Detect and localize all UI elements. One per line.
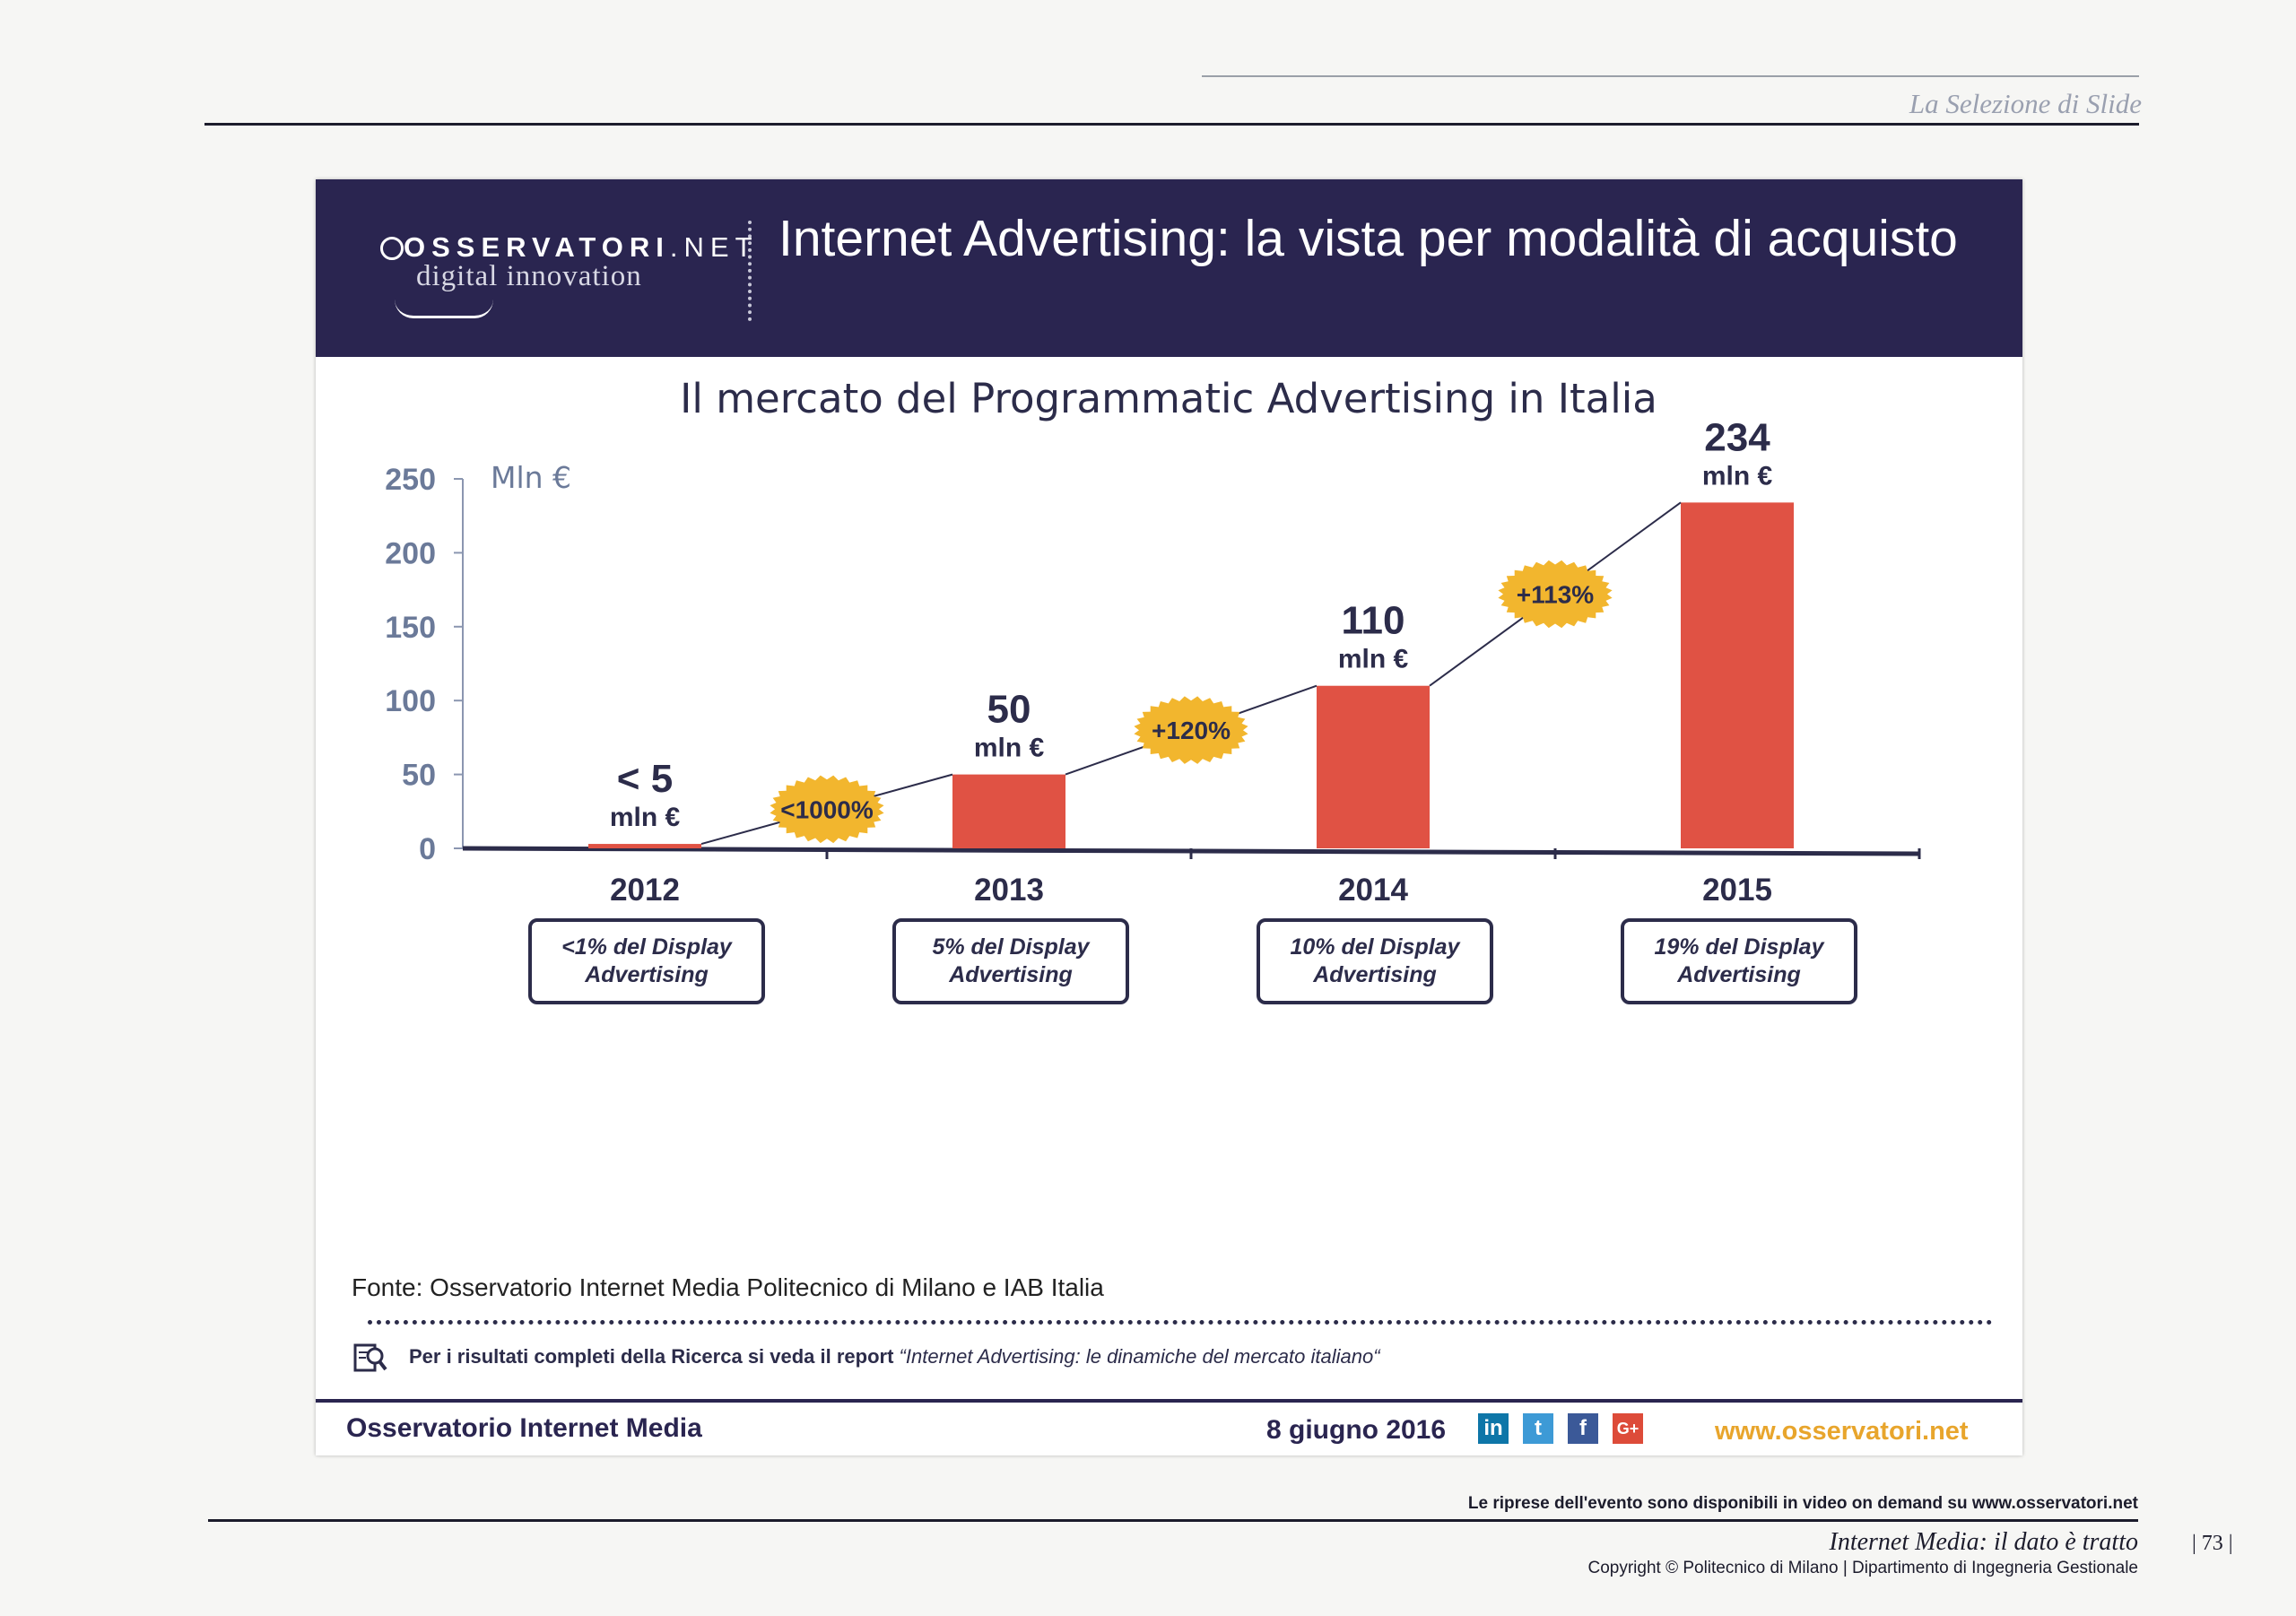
slide: OSSERVATORI.NET digital innovation Inter…	[316, 179, 2022, 1455]
footer-rule	[316, 1399, 2022, 1403]
logo-wordmark-main: OSSERVATORI	[404, 231, 670, 263]
y-tick-label: 100	[385, 684, 436, 718]
report-note: Per i risultati completi della Ricerca s…	[409, 1345, 1380, 1368]
header-rule	[204, 123, 2139, 126]
growth-badge: <1000%	[770, 775, 884, 844]
header-thin-rule	[1202, 75, 2139, 77]
growth-label: +113%	[1517, 581, 1595, 609]
report-note-title: “Internet Advertising: le dinamiche del …	[899, 1345, 1380, 1368]
video-note: Le riprese dell'evento sono disponibili …	[1467, 1494, 2138, 1513]
growth-badge-shape	[770, 775, 884, 844]
header-divider	[748, 221, 752, 321]
x-tick-label: 2013	[974, 873, 1044, 908]
footer-observatory: Osservatorio Internet Media	[346, 1413, 702, 1443]
y-tick-label: 250	[385, 463, 436, 497]
footer-page-rule	[208, 1519, 2138, 1522]
pin-icon	[380, 237, 404, 260]
x-tick-label: 2015	[1702, 873, 1772, 908]
slide-header: OSSERVATORI.NET digital innovation Inter…	[316, 179, 2022, 357]
logo-swoosh	[395, 300, 493, 318]
growth-badge: +113%	[1498, 560, 1613, 629]
chart-title: Il mercato del Programmatic Advertising …	[680, 375, 1657, 422]
display-share-note: 5% del Display Advertising	[892, 918, 1129, 1004]
data-label-value: < 5	[617, 757, 673, 801]
data-label-unit: mln €	[610, 803, 681, 832]
growth-badge-shape	[1134, 696, 1248, 764]
logo-wordmark-net: .NET	[669, 231, 759, 263]
display-share-note: 10% del Display Advertising	[1257, 918, 1493, 1004]
growth-badge-shape	[1498, 560, 1613, 629]
data-label-unit: mln €	[1338, 645, 1409, 674]
y-axis-label: Mln €	[491, 460, 571, 495]
facebook-icon[interactable]: f	[1568, 1413, 1598, 1444]
bar-2014	[1317, 685, 1430, 848]
logo-wordmark: OSSERVATORI.NET	[380, 231, 759, 264]
report-search-icon	[353, 1343, 387, 1372]
data-label-value: 234	[1704, 415, 1770, 459]
source-note: Fonte: Osservatorio Internet Media Polit…	[352, 1273, 1104, 1301]
copyright: Copyright © Politecnico di Milano | Dipa…	[1587, 1559, 2138, 1577]
logo-tagline: digital innovation	[416, 260, 642, 292]
x-tick-label: 2014	[1338, 873, 1408, 908]
display-share-note: 19% del Display Advertising	[1621, 918, 1857, 1004]
bar-2013	[952, 774, 1065, 848]
dotted-divider	[368, 1320, 1993, 1325]
y-tick-label: 0	[419, 832, 436, 866]
x-tick-label: 2012	[610, 873, 680, 908]
bar-2012	[588, 844, 701, 848]
slide-title: Internet Advertising: la vista per modal…	[778, 210, 1958, 267]
linkedin-icon[interactable]: in	[1478, 1413, 1509, 1444]
growth-badge: +120%	[1134, 696, 1248, 764]
data-label-value: 110	[1342, 599, 1405, 643]
google-plus-icon[interactable]: G+	[1613, 1413, 1643, 1444]
y-tick-label: 150	[385, 611, 436, 645]
footer-url[interactable]: www.osservatori.net	[1715, 1417, 1969, 1446]
y-tick-label: 50	[402, 759, 436, 793]
growth-label: <1000%	[780, 795, 874, 823]
data-label-unit: mln €	[974, 734, 1045, 763]
bar-2015	[1681, 502, 1794, 848]
footer-date: 8 giugno 2016	[1266, 1415, 1447, 1445]
data-label-unit: mln €	[1702, 461, 1773, 491]
y-tick-label: 200	[385, 536, 436, 570]
display-share-note: <1% del Display Advertising	[528, 918, 765, 1004]
data-label-value: 50	[987, 688, 1031, 732]
report-note-lead: Per i risultati completi della Ricerca s…	[409, 1345, 900, 1368]
publication-title: Internet Media: il dato è tratto	[1829, 1528, 2139, 1556]
twitter-icon[interactable]: t	[1523, 1413, 1553, 1444]
growth-label: +120%	[1152, 717, 1231, 744]
bar-chart: Il mercato del Programmatic Advertising …	[385, 375, 1921, 908]
section-header: La Selezione di Slide	[1909, 88, 2142, 119]
page-number: | 73 |	[2192, 1532, 2233, 1555]
